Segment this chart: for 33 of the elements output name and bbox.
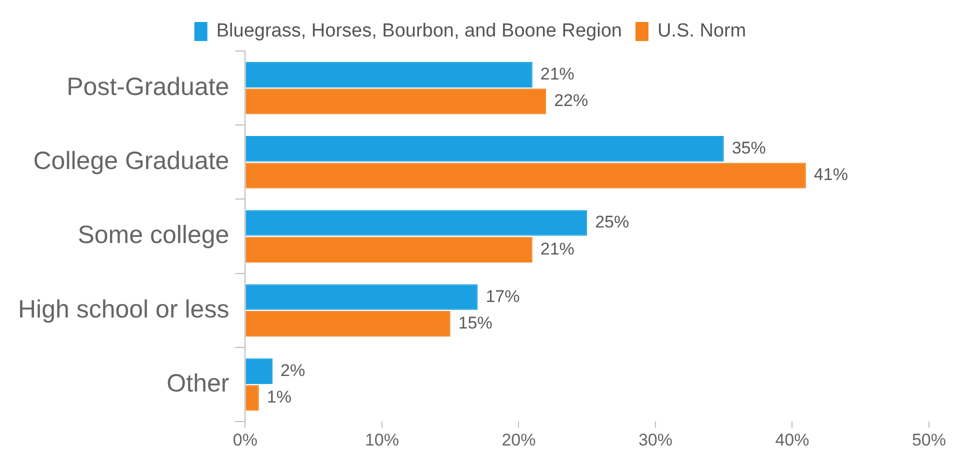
data-label: 25% <box>595 212 630 232</box>
bar <box>246 88 546 114</box>
x-tick-label: 30% <box>638 430 672 450</box>
data-label: 1% <box>266 388 292 407</box>
data-label: 35% <box>732 138 766 158</box>
y-tick-label: College Graduate <box>33 147 230 176</box>
legend-label: Bluegrass, Horses, Bourbon, and Boone Region <box>216 20 622 42</box>
y-tick-label: Other <box>166 369 230 398</box>
bar <box>246 284 478 310</box>
y-tick-label: Some college <box>78 221 230 250</box>
x-tick-label: 20% <box>502 430 536 450</box>
data-label: 22% <box>554 91 588 110</box>
y-tick-label: Post-Graduate <box>66 72 230 101</box>
bar <box>246 136 724 162</box>
data-label: 21% <box>540 64 574 84</box>
data-label: 17% <box>486 286 520 306</box>
bar <box>246 62 532 88</box>
bar <box>246 236 532 262</box>
data-label: 2% <box>280 360 306 380</box>
bar <box>246 210 588 236</box>
bar <box>246 310 450 337</box>
legend-label: U.S. Norm <box>657 20 746 42</box>
bar <box>246 358 273 384</box>
data-label: 21% <box>540 239 574 258</box>
x-tick-label: 0% <box>232 430 258 450</box>
x-tick-label: 10% <box>364 430 399 450</box>
bar <box>246 162 806 188</box>
x-tick-label: 50% <box>912 430 946 450</box>
data-label: 15% <box>458 313 492 332</box>
x-tick-label: 40% <box>775 430 810 450</box>
data-label: 41% <box>814 165 848 184</box>
bar <box>246 385 259 411</box>
y-tick-label: High school or less <box>18 295 230 324</box>
